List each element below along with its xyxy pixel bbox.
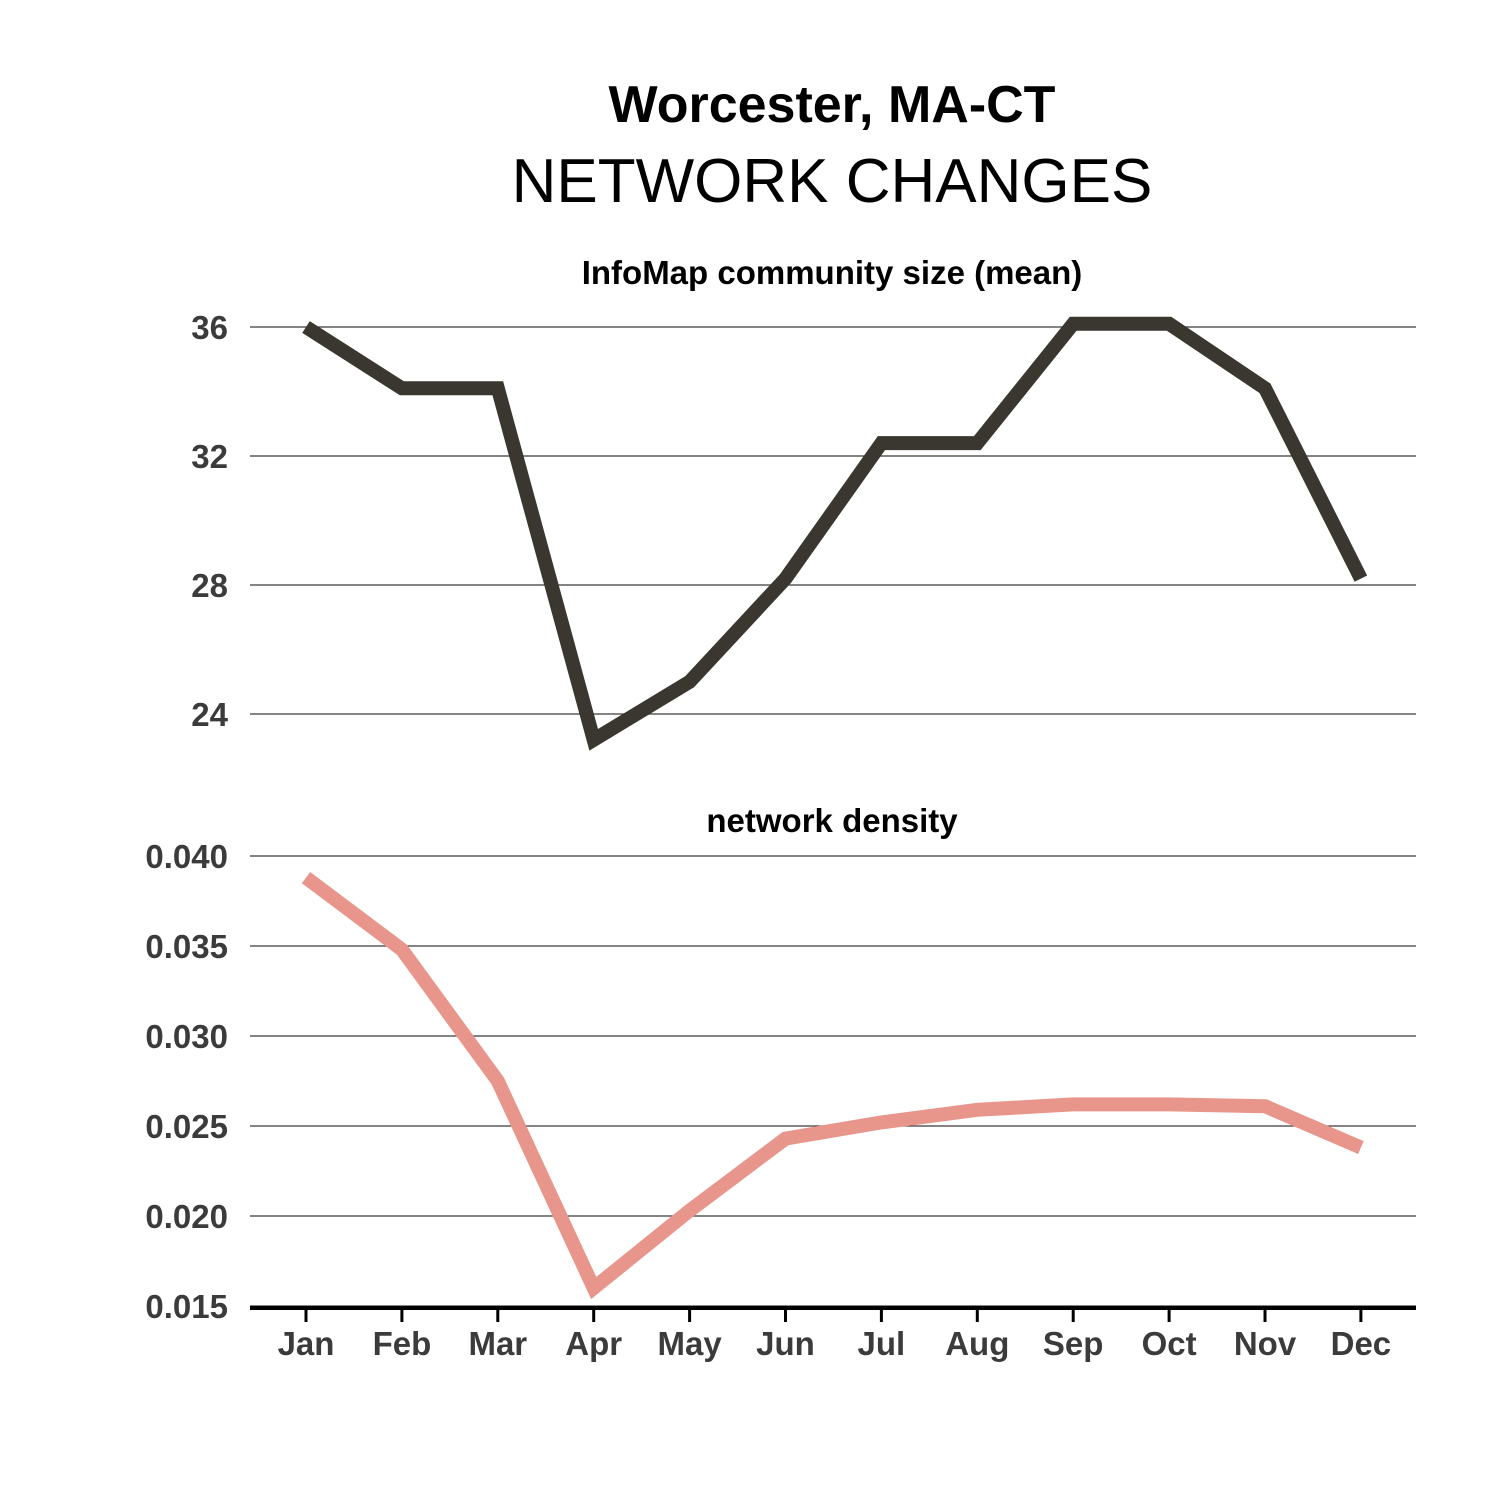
community-size-y-tick-label: 24	[191, 696, 228, 733]
community-size-y-tick-label: 28	[191, 567, 228, 604]
x-tick-label: Nov	[1234, 1325, 1297, 1362]
density-series-line	[301, 872, 1364, 1300]
density-y-tick-label: 0.025	[145, 1108, 228, 1145]
top-panel-title: InfoMap community size (mean)	[582, 254, 1083, 291]
figure-title: Worcester, MA-CT	[609, 76, 1056, 134]
community-size-series-line	[302, 316, 1368, 751]
density-y-tick-label: 0.020	[145, 1198, 228, 1235]
x-tick-label: Jul	[858, 1325, 906, 1362]
x-tick-label: Feb	[373, 1325, 432, 1362]
community-size-panel: 24 28 32 36	[191, 309, 1416, 751]
density-y-tick-label: 0.035	[145, 928, 228, 965]
x-tick-label: Dec	[1331, 1325, 1392, 1362]
density-y-tick-label: 0.015	[145, 1288, 228, 1325]
x-tick-label: May	[657, 1325, 722, 1362]
network-density-panel: 0.015 0.020 0.025 0.030 0.035 0.040	[145, 838, 1416, 1325]
density-y-tick-label: 0.030	[145, 1018, 228, 1055]
x-tick-label: Mar	[468, 1325, 527, 1362]
x-tick-label: Apr	[565, 1325, 622, 1362]
bottom-panel-title: network density	[706, 802, 958, 839]
x-axis: Jan Feb Mar Apr May Jun Jul Aug Sep Oct Nov Dec	[250, 1306, 1416, 1362]
density-y-tick-label: 0.040	[145, 838, 228, 875]
community-size-y-tick-label: 36	[191, 309, 228, 346]
figure-subtitle: NETWORK CHANGES	[512, 147, 1153, 216]
x-tick-label: Oct	[1142, 1325, 1197, 1362]
x-tick-label: Jan	[278, 1325, 335, 1362]
community-size-y-tick-label: 32	[191, 438, 228, 475]
x-tick-label: Aug	[945, 1325, 1009, 1362]
x-tick-label: Jun	[756, 1325, 815, 1362]
x-tick-label: Sep	[1043, 1325, 1104, 1362]
